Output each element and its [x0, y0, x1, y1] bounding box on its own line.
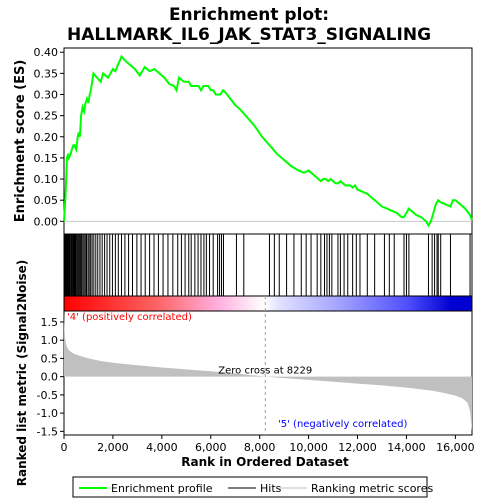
rank-xtick-label: 0	[61, 441, 68, 454]
es-ytick-label: 0.20	[34, 131, 59, 144]
legend-hits-label: Hits	[260, 482, 282, 495]
x-axis-label: Rank in Ordered Dataset	[181, 455, 349, 469]
rank-ytick-label: -1.0	[37, 407, 58, 420]
rank-xtick-label: 8,000	[244, 441, 276, 454]
legend-enrichment-label: Enrichment profile	[111, 482, 213, 495]
es-y-axis-label: Enrichment score (ES)	[13, 60, 28, 223]
rank-xtick-label: 14,000	[387, 441, 426, 454]
es-ytick-label: 0.25	[34, 110, 59, 123]
rank-ytick-label: 1.5	[41, 316, 59, 329]
rank-xtick-label: 2,000	[97, 441, 129, 454]
rank-xtick-label: 16,000	[436, 441, 475, 454]
rank-xtick-label: 12,000	[338, 441, 377, 454]
es-ytick-label: 0.15	[34, 152, 59, 165]
chart-title-line-2: HALLMARK_IL6_JAK_STAT3_SIGNALING	[67, 25, 431, 45]
rank-ytick-label: 1.0	[41, 334, 59, 347]
rank-color-bar	[63, 295, 473, 312]
es-ytick-label: 0.00	[34, 215, 59, 228]
zero-cross-label: Zero cross at 8229	[218, 366, 312, 377]
es-ytick-label: 0.10	[34, 173, 59, 186]
positive-correlation-label: '4' (positively correlated)	[67, 312, 192, 323]
es-ytick-label: 0.05	[34, 194, 59, 207]
legend-ranking-label: Ranking metric scores	[311, 482, 433, 495]
chart-title-line-1: Enrichment plot:	[169, 5, 329, 25]
es-panel-frame	[63, 47, 473, 235]
rank-xtick-label: 10,000	[289, 441, 328, 454]
es-ytick-label: 0.30	[34, 89, 59, 102]
hits-group	[63, 234, 471, 296]
legend-box	[72, 476, 428, 498]
enrichment-profile-line	[63, 54, 473, 228]
rank-xtick-label: 6,000	[195, 441, 227, 454]
rank-xtick-label: 4,000	[146, 441, 178, 454]
rank-ytick-label: 0.0	[41, 371, 59, 384]
ranking-metric-area	[64, 312, 472, 432]
rank-ytick-label: -0.5	[37, 389, 58, 402]
es-ytick-label: 0.35	[34, 67, 59, 80]
ranking-y-axis-label: Ranked list metric (Signal2Noise)	[15, 260, 29, 487]
negative-correlation-label: '5' (negatively correlated)	[278, 419, 407, 430]
rank-ytick-label: 0.5	[41, 352, 59, 365]
es-ytick-label: 0.40	[34, 46, 59, 59]
rank-ytick-label: -1.5	[37, 425, 58, 438]
